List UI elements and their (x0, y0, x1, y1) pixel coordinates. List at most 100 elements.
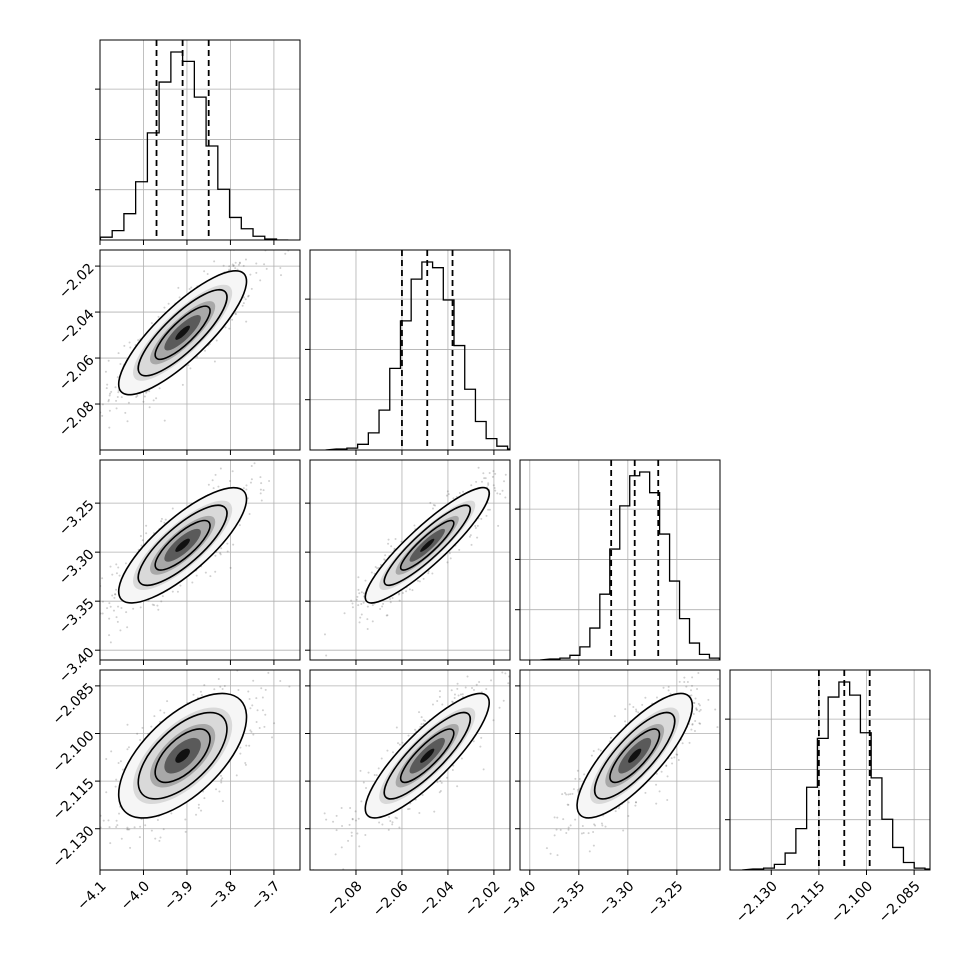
scatter-point (249, 481, 252, 484)
scatter-point (697, 672, 700, 675)
scatter-point (244, 258, 247, 261)
scatter-point (622, 829, 625, 832)
scatter-point (138, 836, 141, 839)
y-tick-label-2-2: −3.30 (56, 547, 98, 589)
scatter-point (117, 605, 120, 608)
scatter-point (255, 697, 258, 700)
scatter-point (697, 702, 700, 705)
scatter-point (593, 823, 596, 826)
scatter-point (504, 473, 507, 476)
scatter-point (348, 823, 351, 826)
scatter-point (349, 807, 352, 810)
scatter-point (116, 824, 119, 827)
scatter-point (248, 744, 251, 747)
scatter-point (565, 831, 568, 834)
axis-frame-1-1 (309, 249, 511, 451)
scatter-point (245, 320, 248, 323)
scatter-point (351, 817, 354, 820)
scatter-point (665, 764, 668, 767)
scatter-point (106, 383, 109, 386)
scatter-point (461, 693, 464, 696)
scatter-point (389, 598, 392, 601)
scatter-point (127, 455, 129, 457)
scatter-point (693, 701, 696, 704)
scatter-point (592, 830, 595, 833)
axis-frame-2-1 (309, 459, 511, 661)
scatter-point (492, 484, 495, 487)
scatter-point (132, 607, 135, 610)
scatter-point (565, 793, 568, 796)
scatter-point (152, 399, 155, 402)
scatter-point (698, 710, 701, 713)
scatter-point (431, 572, 434, 575)
scatter-point (609, 736, 612, 739)
scatter-point (655, 772, 658, 775)
scatter-point (334, 853, 337, 856)
scatter-point (387, 542, 390, 545)
contour-level-3 (117, 692, 248, 819)
scatter-point (110, 750, 113, 753)
scatter-point (366, 605, 369, 608)
scatter-point (256, 709, 259, 712)
scatter-point (391, 821, 394, 824)
scatter-point (163, 711, 166, 714)
scatter-point (252, 733, 255, 736)
scatter-point (583, 773, 586, 776)
scatter-point (422, 577, 425, 580)
scatter-point (459, 693, 462, 696)
scatter-point (487, 508, 490, 511)
scatter-point (114, 593, 117, 596)
scatter-point (158, 839, 161, 842)
scatter-point (39, 437, 41, 439)
scatter-point (126, 420, 129, 423)
scatter-point (113, 596, 116, 599)
scatter-point (217, 485, 220, 488)
scatter-point (195, 574, 198, 577)
scatter-point (263, 725, 266, 728)
scatter-point (190, 286, 193, 289)
scatter-point (239, 752, 242, 755)
scatter-point (378, 821, 381, 824)
scatter-point (350, 599, 353, 602)
scatter-point (439, 780, 442, 783)
scatter-point (135, 396, 138, 399)
scatter-point (255, 271, 258, 274)
scatter-point (195, 813, 198, 816)
scatter-point (582, 832, 585, 835)
scatter-point (104, 370, 107, 373)
scatter-point (358, 621, 361, 624)
scatter-point (249, 273, 252, 276)
scatter-point (261, 709, 264, 712)
scatter-point (366, 618, 369, 621)
scatter-point (115, 826, 118, 829)
scatter-point (245, 484, 248, 487)
x-tick-label-1-3: −2.02 (462, 878, 504, 920)
scatter-point (238, 262, 241, 265)
scatter-point (699, 722, 702, 725)
scatter-point (242, 264, 245, 267)
scatter-point (632, 706, 635, 709)
scatter-point (121, 768, 124, 771)
contour-level-2 (383, 711, 472, 800)
density-fill-peak (175, 748, 190, 763)
scatter-point (472, 740, 475, 743)
scatter-point (126, 826, 129, 829)
scatter-point (230, 666, 232, 668)
scatter-point (464, 686, 467, 689)
scatter-point (694, 719, 697, 722)
panel-content-3-1 (312, 671, 517, 870)
scatter-point (624, 708, 627, 711)
scatter-point (515, 688, 517, 690)
scatter-point (377, 767, 380, 770)
scatter-point (351, 818, 354, 821)
scatter-point (421, 793, 424, 796)
scatter-point (624, 720, 627, 723)
x-tick-label-1-0: −2.08 (324, 878, 366, 920)
scatter-point (97, 584, 99, 586)
y-tick-label-1-3: −2.02 (56, 260, 98, 302)
scatter-point (379, 563, 382, 566)
scatter-point (271, 736, 274, 739)
scatter-point (614, 810, 617, 813)
scatter-point (362, 592, 365, 595)
scatter-point (458, 548, 461, 551)
